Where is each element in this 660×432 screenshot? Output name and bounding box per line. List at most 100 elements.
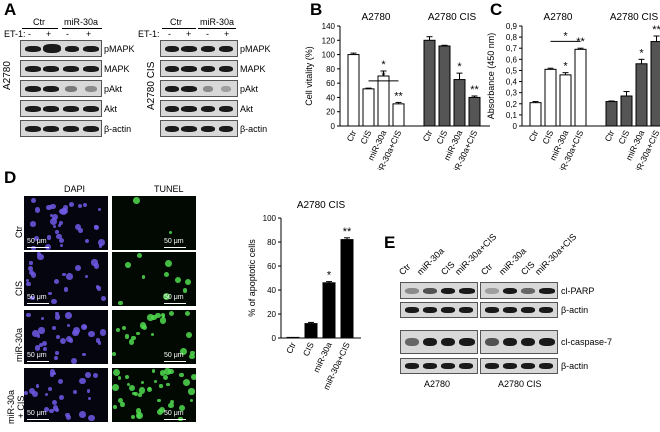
- y-tick-label: 0,8: [506, 33, 518, 42]
- y-axis-label: Absorbance (450 nm): [486, 33, 496, 120]
- e-blot-casp7-l: [400, 330, 478, 354]
- y-tick-label: 20: [267, 310, 276, 319]
- scale-bar: [27, 361, 49, 362]
- e-row-casp7: cl-caspase-7: [561, 337, 613, 347]
- e-lbl-ctr-l: Ctr: [396, 261, 413, 277]
- blot-actin-right: [160, 120, 238, 137]
- bar: [377, 75, 390, 127]
- bar: [650, 41, 660, 127]
- e-lbl-mircis-r: miR-30a+CIS: [532, 231, 579, 277]
- row-pakt-right: pAkt: [240, 84, 259, 94]
- row-pmapk-right: pMAPK: [240, 44, 271, 54]
- y-tick-label: 100: [322, 51, 336, 60]
- panel-label-e: E: [384, 233, 396, 252]
- bar: [605, 101, 618, 127]
- scale-bar: [27, 303, 49, 304]
- tunel-image: 50 μm: [112, 196, 196, 250]
- bar: [340, 239, 354, 339]
- blot-akt-right: [160, 100, 238, 117]
- row-actin-right: β-actin: [240, 124, 268, 134]
- significance-star: *: [327, 270, 332, 282]
- x-tick-label: CIS: [434, 128, 449, 145]
- sign-1: -: [28, 29, 31, 39]
- blot-pakt-left: [20, 80, 102, 97]
- dapi-image: 50 μm: [24, 310, 108, 364]
- dapi-header: DAPI: [64, 184, 86, 194]
- blot-actin-left: [20, 120, 102, 137]
- row-pmapk-left: pMAPK: [104, 44, 135, 54]
- y-tick-label: 0,7: [506, 44, 518, 53]
- e-blot-casp7-r: [480, 330, 558, 354]
- significance-star: **: [343, 226, 352, 238]
- y-tick-label: 40: [326, 93, 335, 102]
- e-blot-parp-r: [480, 282, 558, 299]
- row-label-mir: miR-30a: [14, 327, 24, 362]
- e-row-actin1: β-actin: [561, 305, 589, 315]
- sign-r1: -: [168, 29, 171, 39]
- e-cell-left: A2780: [424, 379, 451, 389]
- bar: [438, 45, 451, 127]
- dapi-image: 50 μm: [24, 252, 108, 306]
- panel-label-a: A: [4, 0, 17, 19]
- tunel-image: 50 μm: [112, 368, 196, 422]
- y-tick-label: 60: [326, 79, 335, 88]
- scale-bar-label: 50 μm: [164, 352, 184, 359]
- bar: [620, 95, 633, 127]
- y-tick-label: 0,5: [506, 66, 518, 75]
- chart-D: A2780 CIS 0 20 40 60 80 100 % of apoptotic cell…: [247, 200, 361, 391]
- y-tick-label: 20: [326, 108, 335, 117]
- y-tick-label: 0,4: [506, 78, 518, 87]
- y-tick-label: 0,6: [506, 55, 518, 64]
- group-title: A2780 CIS: [428, 12, 477, 23]
- significance-star: **: [470, 84, 479, 96]
- row-akt-right: Akt: [240, 104, 254, 114]
- e-blot-parp-l: [400, 282, 478, 299]
- chart-d: A2780 CIS 0 20 40 60 80 100 % of apoptotic cell…: [247, 200, 361, 391]
- y-tick-label: 40: [267, 286, 276, 295]
- x-tick-label: Ctr: [420, 128, 434, 143]
- x-tick-label: CIS: [616, 128, 631, 145]
- significance-star: *: [381, 59, 386, 71]
- row-label-ctr: Ctr: [14, 226, 24, 238]
- y-tick-label: 80: [326, 65, 335, 74]
- scale-bar-label: 50 μm: [27, 294, 47, 301]
- scale-bar: [27, 247, 49, 248]
- x-tick-label: Ctr: [344, 128, 358, 143]
- scale-bar: [164, 247, 186, 248]
- row-pakt-left: pAkt: [104, 84, 123, 94]
- x-tick-label: CIS: [540, 128, 555, 145]
- bar: [286, 336, 300, 339]
- e-row-actin2: β-actin: [561, 361, 589, 371]
- y-tick-label: 0,1: [506, 111, 518, 120]
- blot-pakt-right: [160, 80, 238, 97]
- group-title: A2780: [362, 12, 391, 23]
- y-tick-label: 80: [267, 238, 276, 247]
- significance-star: *: [563, 61, 568, 73]
- scale-bar-label: 50 μm: [27, 352, 47, 359]
- tunel-image: 50 μm: [112, 310, 196, 364]
- bar: [423, 39, 436, 127]
- mir-label-right: miR-30a: [200, 17, 235, 27]
- blot-mapk-right: [160, 60, 238, 77]
- significance-star: *: [381, 70, 386, 82]
- row-mapk-right: MAPK: [240, 64, 266, 74]
- e-cell-right: A2780 CIS: [498, 379, 542, 389]
- y-tick-label: 100: [263, 214, 277, 223]
- y-tick-label: 0,3: [506, 89, 518, 98]
- significance-star: *: [563, 30, 568, 42]
- scale-bar-label: 50 μm: [164, 294, 184, 301]
- tunel-header: TUNEL: [154, 184, 184, 194]
- group-title: A2780 CIS: [610, 12, 659, 23]
- bar: [468, 96, 481, 127]
- y-tick-label: 0,2: [506, 100, 518, 109]
- y-tick-label: 0,9: [506, 22, 518, 31]
- e-row-parp: cl-PARP: [561, 286, 595, 296]
- scale-bar: [164, 419, 186, 420]
- e-lbl-ctr-r: Ctr: [478, 261, 495, 277]
- scale-bar-label: 50 μm: [27, 410, 47, 417]
- chart-title: A2780 CIS: [297, 200, 346, 211]
- e-blot-actin1-r: [480, 302, 558, 318]
- panel-label-d: D: [4, 168, 17, 187]
- x-tick-label: Ctr: [526, 128, 540, 143]
- group-title: A2780: [544, 12, 573, 23]
